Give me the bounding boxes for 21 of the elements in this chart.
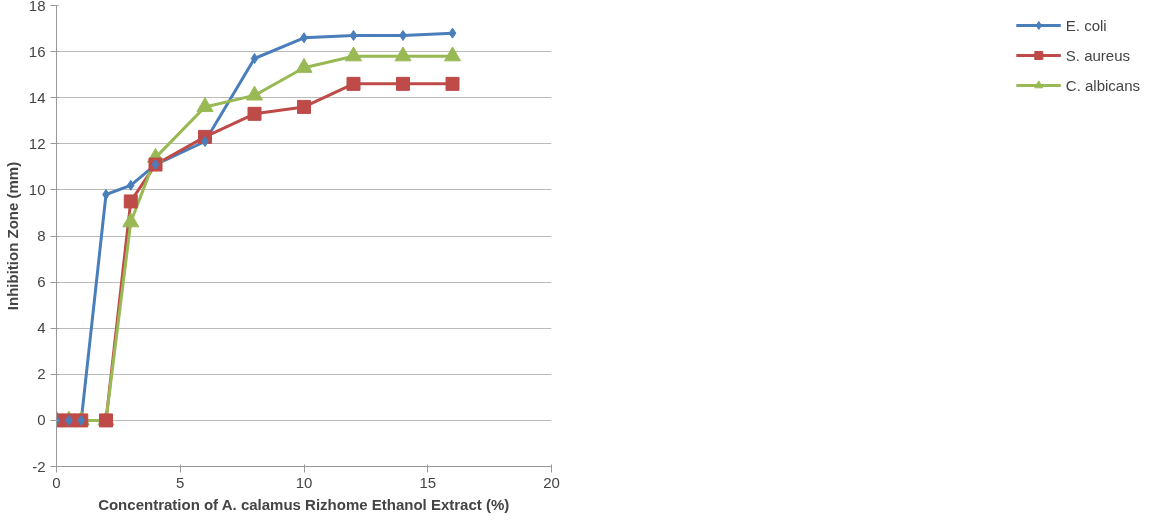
legend-label: C. albicans xyxy=(1065,76,1140,94)
legend-label: S. aureus xyxy=(1065,46,1131,64)
x-tick-label: 5 xyxy=(176,473,185,491)
y-tick-label: 4 xyxy=(37,319,46,337)
y-tick-label: 2 xyxy=(37,365,46,383)
y-tick-label: 8 xyxy=(37,227,46,244)
y-tick-label: 12 xyxy=(28,134,46,152)
x-tick-label: 10 xyxy=(295,473,313,491)
x-axis-title: Concentration of A. calamus Rizhome Ethanol Extract (%) xyxy=(98,495,510,513)
y-tick-label: 6 xyxy=(37,273,46,291)
y-tick-label: 0 xyxy=(37,411,46,429)
x-tick-label: 0 xyxy=(52,473,61,491)
legend-label: E. coli xyxy=(1065,16,1107,34)
y-tick-label: 10 xyxy=(28,180,46,198)
y-axis-title: Inhibition Zone (mm) xyxy=(3,161,21,311)
x-tick-label: 15 xyxy=(419,473,437,491)
x-tick-label: 20 xyxy=(543,473,560,491)
y-tick-label: 16 xyxy=(28,42,46,60)
y-tick-label: -2 xyxy=(32,457,46,475)
y-tick-label: 14 xyxy=(28,88,46,106)
y-tick-label: 18 xyxy=(28,0,46,14)
